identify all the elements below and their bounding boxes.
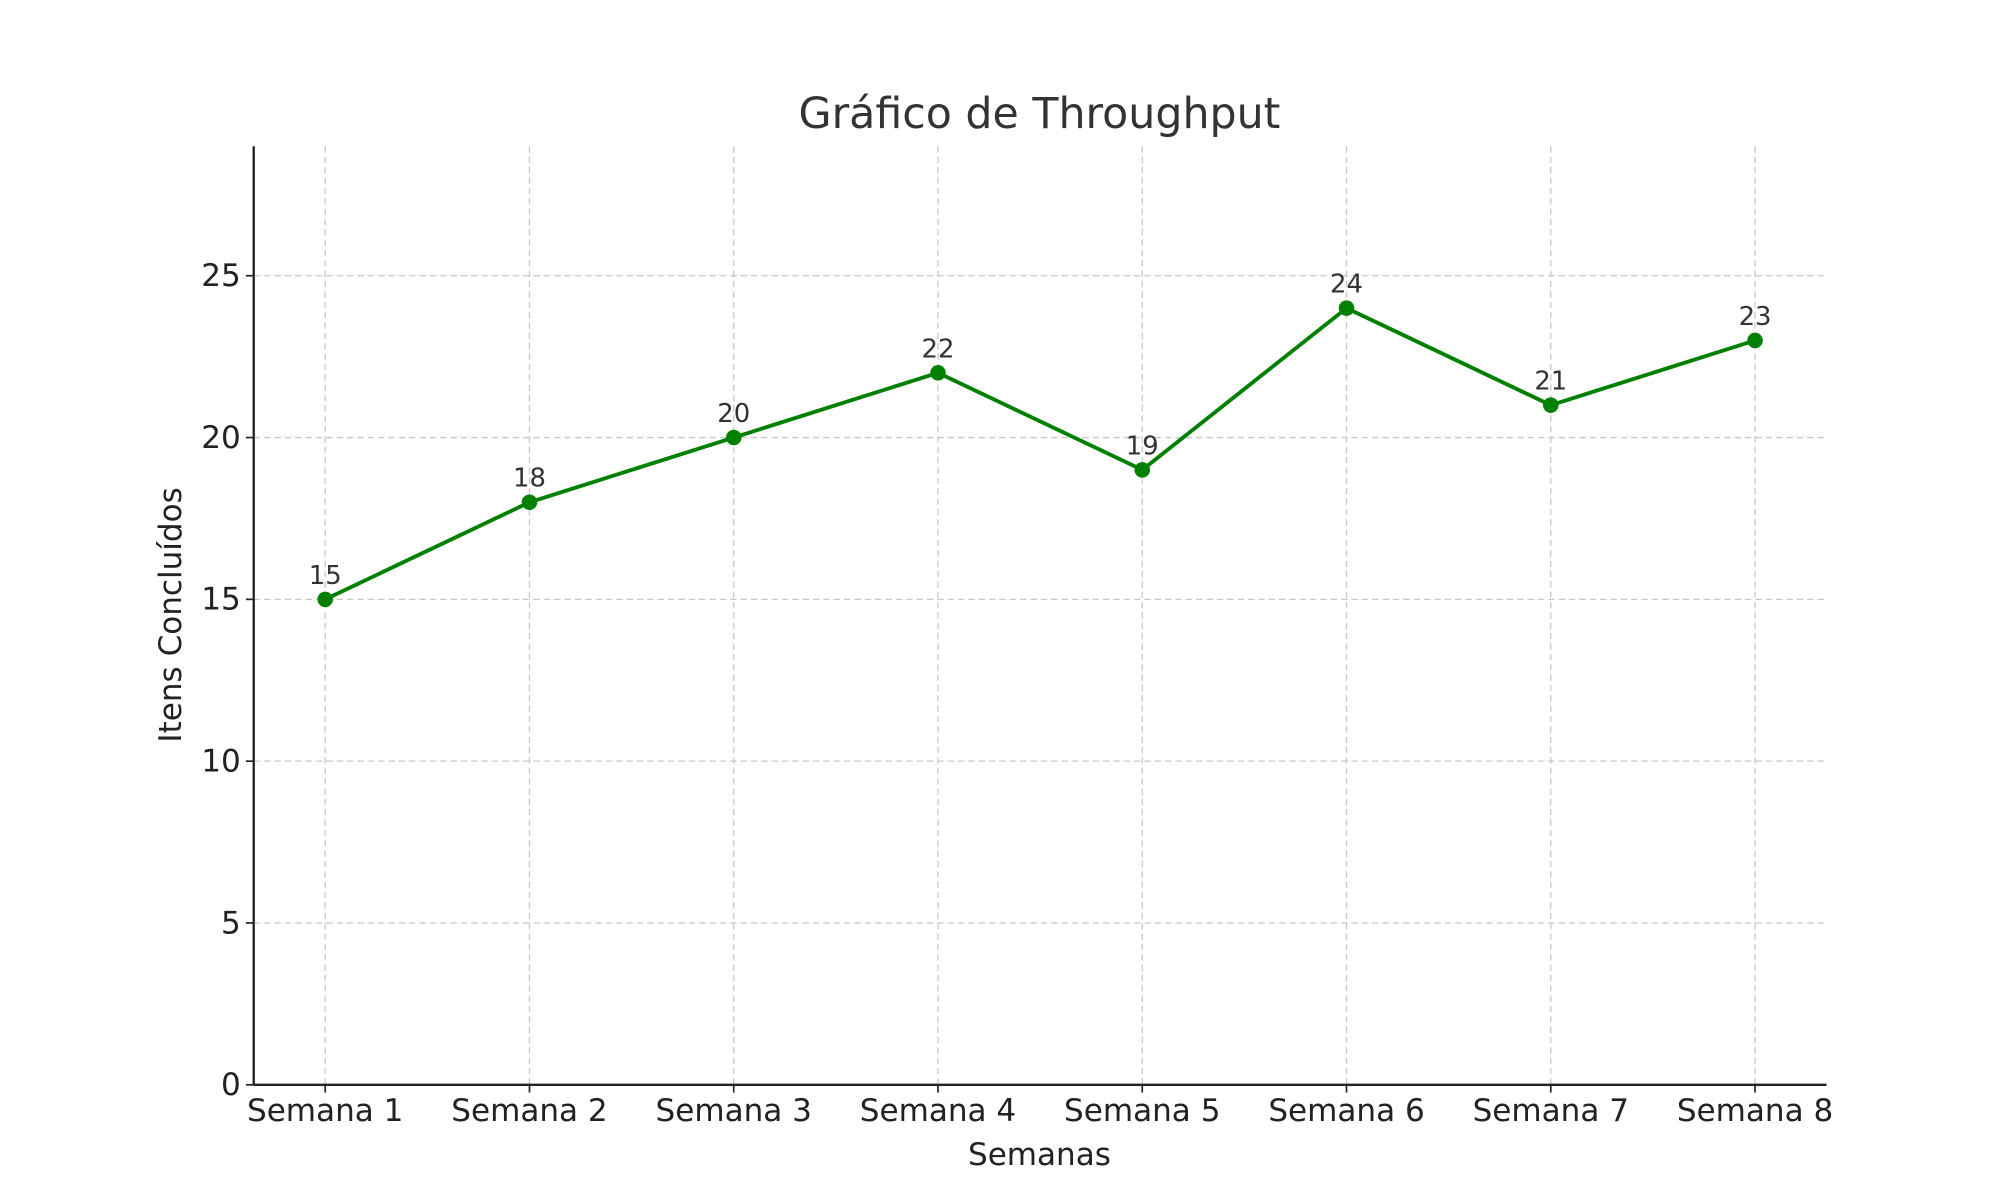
- data-label: 19: [1126, 431, 1159, 461]
- y-tick-label: 25: [201, 258, 241, 294]
- x-axis-label: Semanas: [968, 1137, 1111, 1173]
- x-tick-label: Semana 6: [1268, 1093, 1424, 1129]
- data-label: 22: [922, 334, 955, 364]
- data-point: [1134, 462, 1151, 478]
- chart-title: Gráfico de Throughput: [799, 89, 1281, 139]
- data-point: [1338, 300, 1355, 316]
- grid: [253, 146, 1827, 1086]
- x-tick-label: Semana 8: [1677, 1093, 1833, 1129]
- y-axis-label: Itens Concluídos: [153, 487, 189, 742]
- x-tick-label: Semana 4: [860, 1093, 1016, 1129]
- series-line: [324, 305, 1756, 602]
- data-label: 15: [309, 561, 342, 591]
- data-label: 20: [717, 399, 750, 429]
- y-tick-label: 20: [201, 420, 241, 456]
- data-point: [1543, 397, 1559, 413]
- data-label: 21: [1534, 367, 1567, 397]
- x-tick-label: Semana 7: [1473, 1093, 1629, 1129]
- y-tick-label: 10: [201, 744, 241, 780]
- data-point: [521, 494, 538, 511]
- data-label: 23: [1739, 302, 1772, 332]
- series: 15 18 20 22 19 24 21 23: [309, 270, 1772, 608]
- data-point: [1747, 332, 1763, 349]
- data-point: [930, 365, 946, 381]
- x-tick-label: Semana 2: [451, 1093, 607, 1129]
- y-tick-label: 15: [201, 582, 241, 618]
- axes: 0 5 10 15 20 25 Semana 1 Semana 2 Semana 3 Semana…: [201, 146, 1833, 1129]
- data-point: [725, 429, 742, 446]
- data-point: [317, 591, 333, 608]
- y-tick-label: 5: [221, 905, 241, 941]
- x-tick-label: Semana 3: [656, 1093, 812, 1129]
- x-tick-label: Semana 5: [1064, 1093, 1220, 1129]
- x-tick-label: Semana 1: [247, 1093, 403, 1129]
- data-label: 18: [513, 464, 546, 494]
- data-label: 24: [1330, 270, 1363, 300]
- y-tick-label: 0: [221, 1067, 241, 1103]
